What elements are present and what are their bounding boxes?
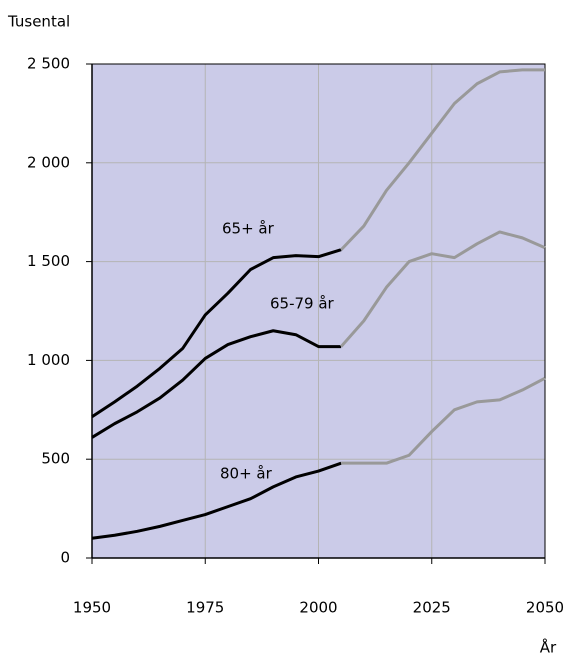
series-line [91, 248, 342, 418]
y-tick-label: 500 [41, 450, 70, 468]
y-tick-label: 0 [60, 549, 70, 567]
series-label: 65-79 år [270, 295, 335, 313]
series-line [340, 68, 545, 251]
y-tick-label: 1 500 [27, 252, 70, 270]
x-tick-label: 1975 [186, 599, 224, 617]
series-line [340, 230, 546, 348]
y-tick-label: 2 500 [27, 55, 70, 73]
series-line [91, 329, 342, 439]
y-tick-label: 1 000 [27, 351, 70, 369]
x-tick-label: 2000 [299, 599, 337, 617]
series-line [91, 461, 342, 540]
series-label: 65+ år [222, 220, 275, 238]
series-line [341, 376, 546, 465]
x-tick-label: 2050 [526, 599, 564, 617]
y-tick-label: 2 000 [27, 153, 70, 171]
x-tick-label: 2025 [413, 599, 451, 617]
series-label: 80+ år [220, 465, 273, 483]
x-tick-label: 1950 [73, 599, 111, 617]
y-axis-label: Tusental [7, 13, 70, 31]
x-axis-label: År [540, 638, 557, 656]
